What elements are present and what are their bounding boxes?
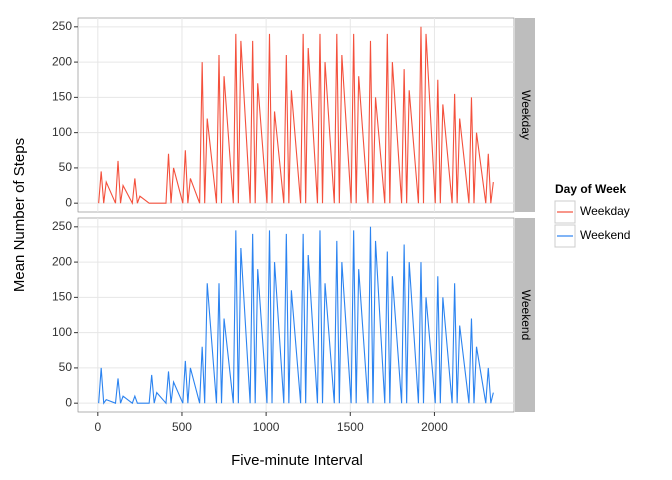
y-axis-title: Mean Number of Steps — [11, 138, 28, 292]
legend-label: Weekend — [580, 228, 630, 242]
x-tick-label: 0 — [94, 420, 101, 434]
panel — [77, 17, 515, 213]
panel — [77, 217, 515, 413]
strip-label: Weekday — [519, 90, 533, 140]
x-tick-label: 500 — [172, 420, 192, 434]
x-tick-label: 2000 — [421, 420, 448, 434]
data-line — [98, 226, 494, 405]
legend-label: Weekday — [580, 204, 630, 218]
x-axis-title: Five-minute Interval — [231, 452, 363, 469]
y-tick-label: 50 — [59, 160, 73, 174]
strip-label: Weekend — [519, 290, 533, 340]
strip — [515, 218, 535, 412]
y-tick-label: 0 — [65, 395, 72, 409]
y-tick-label: 100 — [52, 325, 72, 339]
y-tick-label: 100 — [52, 125, 72, 139]
y-tick-label: 150 — [52, 290, 72, 304]
data-line — [98, 26, 494, 206]
y-tick-label: 50 — [59, 360, 73, 374]
y-tick-label: 250 — [52, 219, 72, 233]
y-tick-label: 150 — [52, 90, 72, 104]
y-tick-label: 200 — [52, 54, 72, 68]
y-tick-label: 250 — [52, 19, 72, 33]
y-tick-label: 200 — [52, 254, 72, 268]
x-tick-label: 1000 — [253, 420, 280, 434]
legend-title: Day of Week — [555, 182, 626, 196]
strip — [515, 18, 535, 212]
x-tick-label: 1500 — [337, 420, 364, 434]
y-tick-label: 0 — [65, 195, 72, 209]
